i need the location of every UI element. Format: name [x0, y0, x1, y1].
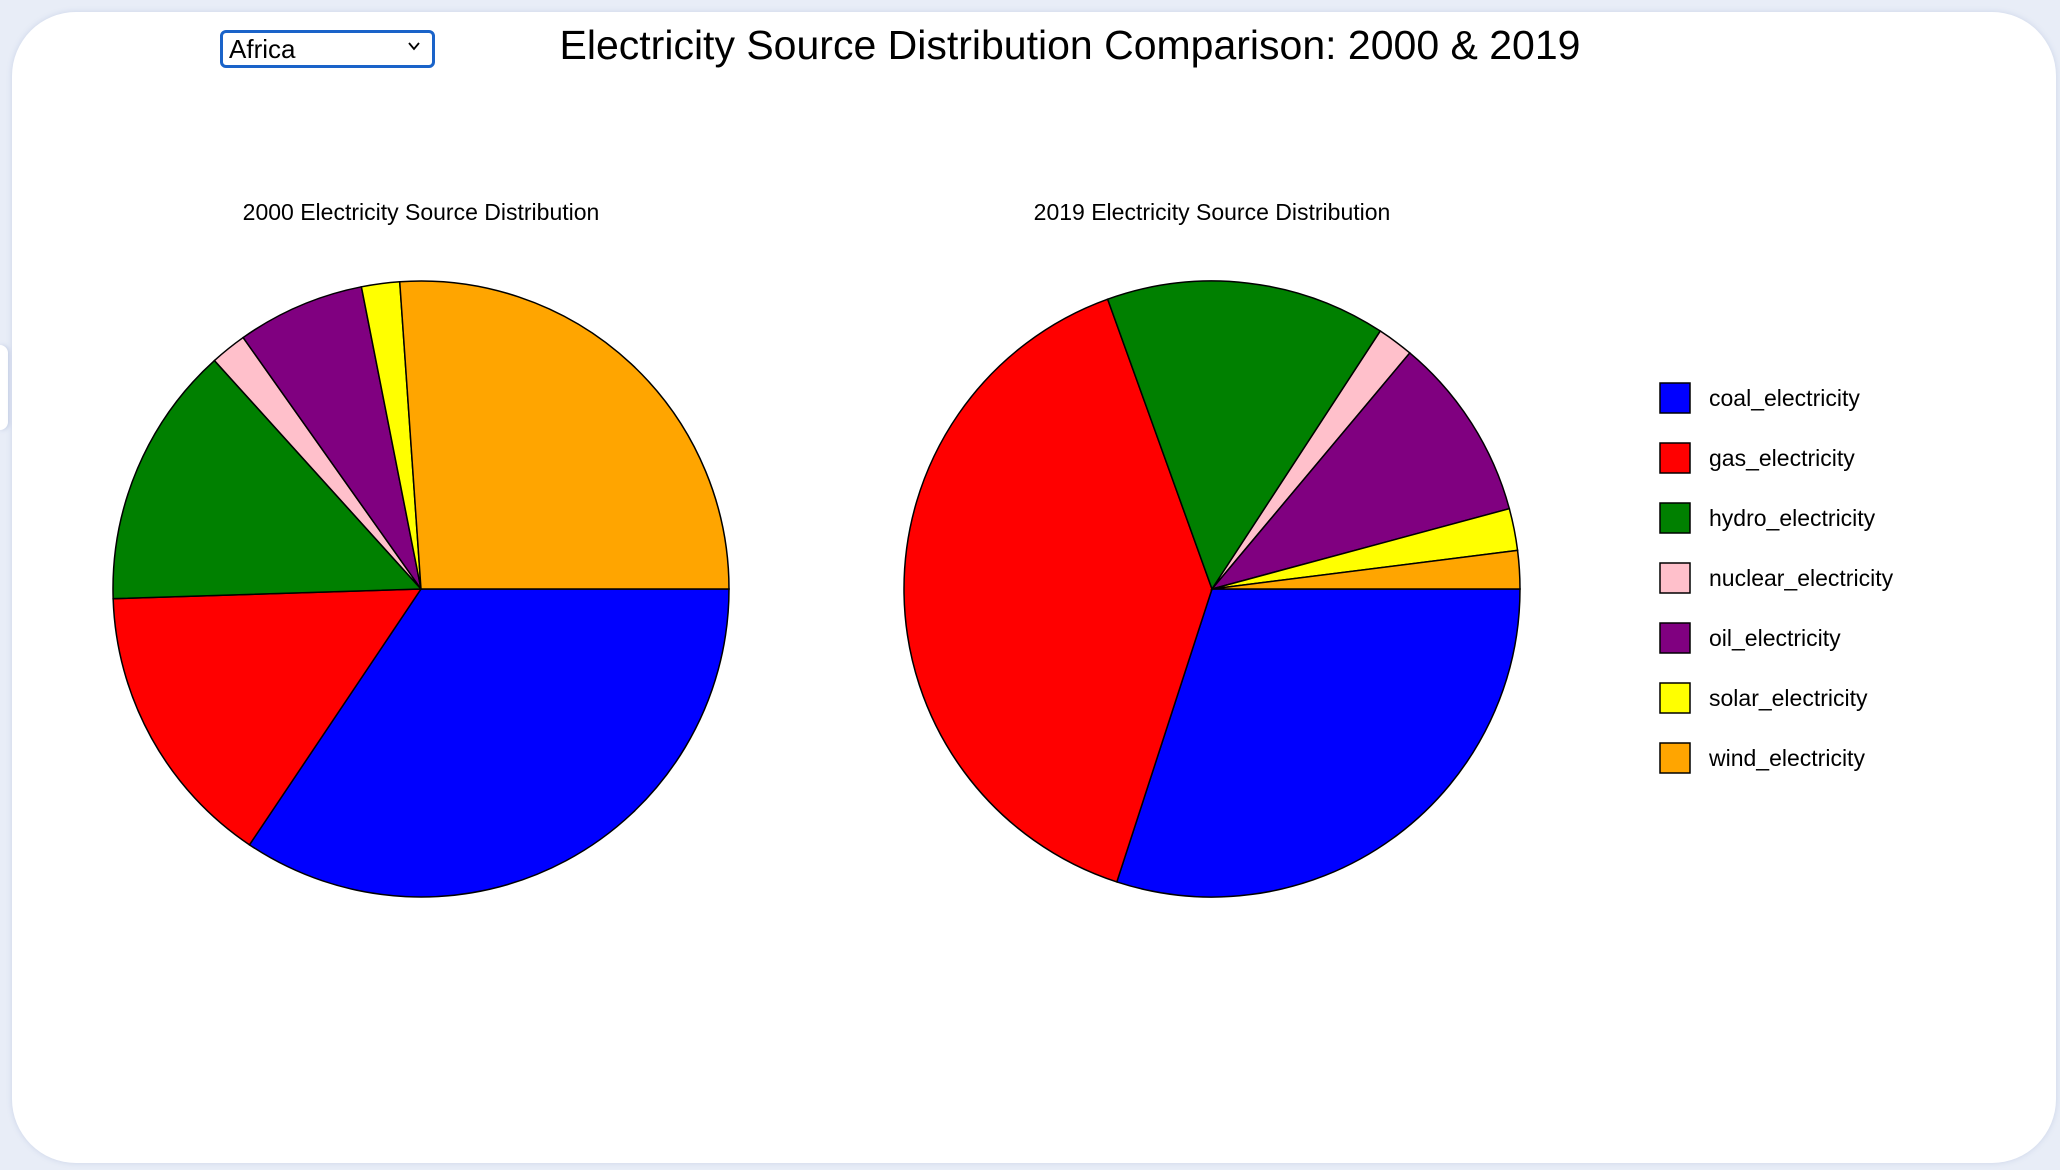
pie-title: 2019 Electricity Source Distribution: [1034, 199, 1391, 225]
legend-swatch-gas-electricity: [1659, 442, 1691, 474]
legend-swatch-solar-electricity: [1659, 682, 1691, 714]
region-select[interactable]: Africa: [220, 30, 435, 68]
legend-swatch-wind-electricity: [1659, 742, 1691, 774]
pie-slice-oil-electricity[interactable]: [242, 285, 422, 590]
pie-chart-2019: 2019 Electricity Source Distribution: [903, 199, 1521, 898]
legend-label: gas_electricity: [1709, 445, 1855, 471]
page-title: Electricity Source Distribution Comparis…: [559, 22, 1581, 68]
pie-slice-gas-electricity[interactable]: [112, 588, 423, 846]
legend-label: coal_electricity: [1709, 385, 1860, 411]
pie-slice-coal-electricity[interactable]: [1115, 588, 1521, 898]
pie-title: 2000 Electricity Source Distribution: [243, 199, 600, 225]
legend-label: hydro_electricity: [1709, 505, 1876, 531]
legend-swatch-nuclear-electricity: [1659, 562, 1691, 594]
legend: coal_electricity gas_electricity hydro_ele…: [1659, 382, 1894, 774]
legend-swatch-oil-electricity: [1659, 622, 1691, 654]
pie-slice-coal-electricity[interactable]: [248, 588, 730, 898]
legend-label: solar_electricity: [1709, 685, 1868, 711]
pie-slice-hydro-electricity[interactable]: [112, 359, 423, 600]
legend-swatch-coal-electricity: [1659, 382, 1691, 414]
pie-slice-oil-electricity[interactable]: [1209, 351, 1511, 591]
side-panel-tab[interactable]: [0, 345, 8, 430]
legend-label: oil_electricity: [1709, 625, 1841, 651]
pie-slice-gas-electricity[interactable]: [903, 298, 1213, 883]
pie-slice-wind-electricity[interactable]: [1211, 549, 1521, 590]
legend-label: nuclear_electricity: [1709, 565, 1894, 591]
pie-slice-wind-electricity[interactable]: [398, 280, 730, 590]
legend-label: wind_electricity: [1708, 745, 1865, 771]
pie-chart-2000: 2000 Electricity Source Distribution: [112, 199, 730, 898]
pie-slice-hydro-electricity[interactable]: [1106, 280, 1382, 591]
legend-swatch-hydro-electricity: [1659, 502, 1691, 534]
